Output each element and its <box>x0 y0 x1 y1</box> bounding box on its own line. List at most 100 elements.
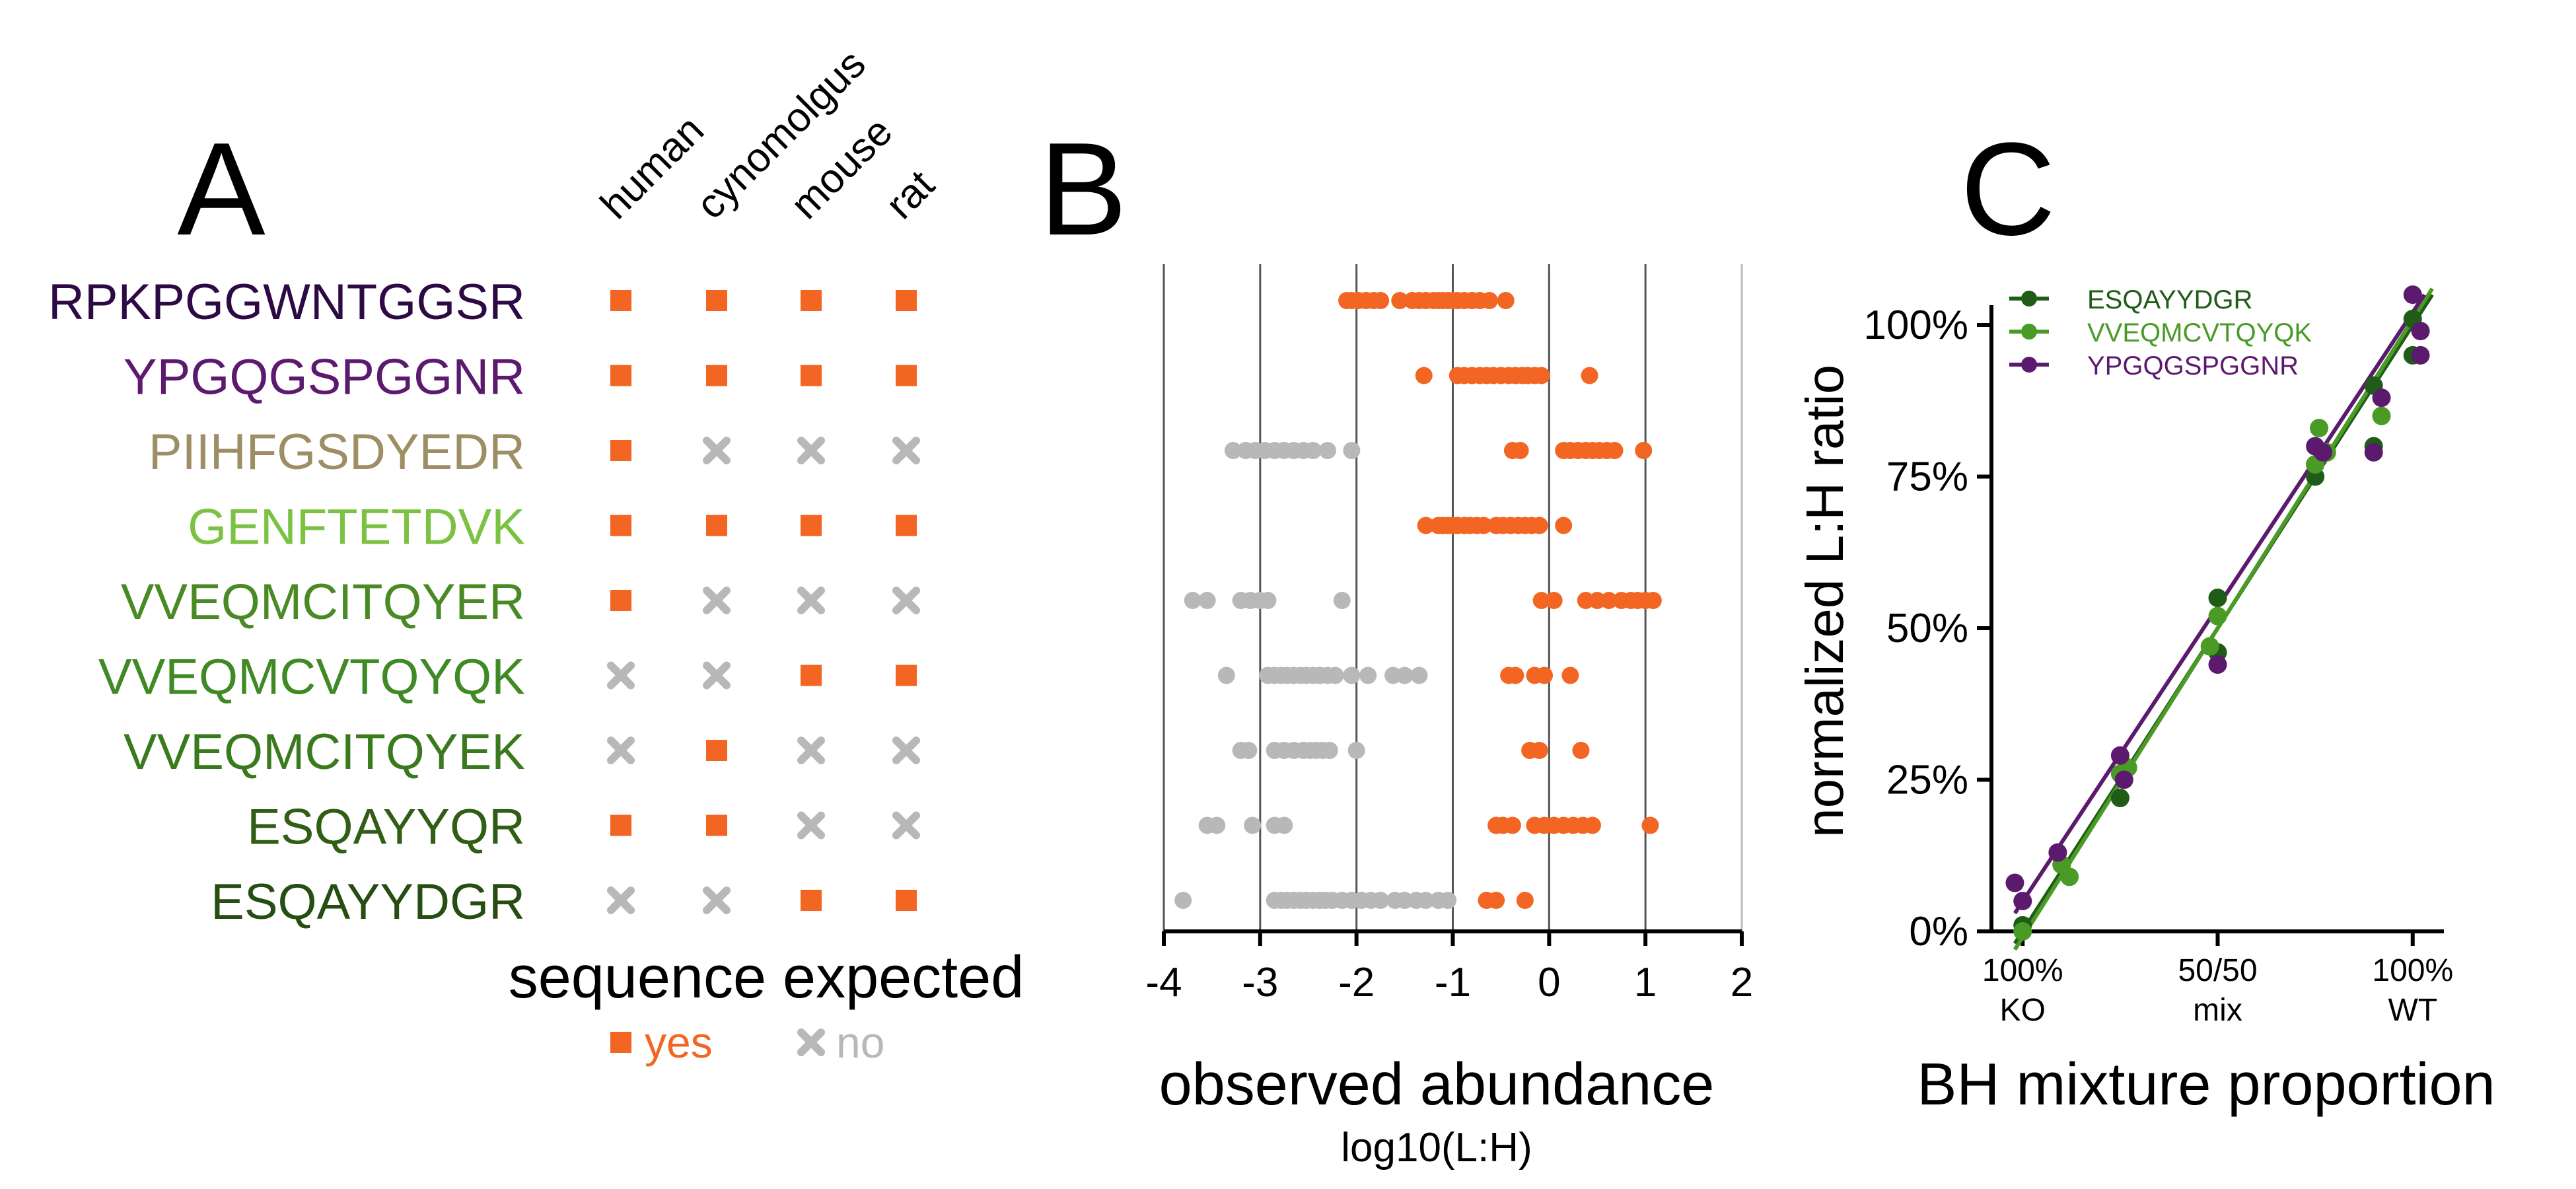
legend-marker-esqayydgr <box>2021 291 2037 306</box>
expected-no-marker-stroke-2 <box>607 737 635 764</box>
peptide-label: PIIHFGSDYEDR <box>149 424 525 480</box>
abundance-point-not-expected <box>1225 442 1242 459</box>
expected-no-marker-stroke-2 <box>797 737 825 764</box>
data-point-ypgqgspggnr <box>2013 892 2032 911</box>
abundance-point-not-expected <box>1244 816 1262 834</box>
data-point-vveqmcvtqyqk <box>2208 606 2227 626</box>
expected-yes-marker <box>610 590 631 611</box>
abundance-point-expected <box>1507 667 1524 684</box>
abundance-point-expected <box>1545 592 1563 609</box>
data-point-ypgqgspggnr <box>2313 443 2332 462</box>
abundance-point-expected <box>1532 367 1550 384</box>
legend-marker-ypgqgspggnr <box>2021 357 2037 373</box>
x-tick-label: 2 <box>1731 960 1753 1005</box>
expected-no-marker <box>797 437 825 464</box>
legend-marker-vveqmcvtqyqk <box>2021 324 2037 340</box>
abundance-point-expected <box>1536 667 1554 684</box>
abundance-point-expected <box>1475 517 1493 534</box>
expected-yes-marker <box>610 814 631 836</box>
peptide-label: VVEQMCITQYEK <box>124 724 525 780</box>
abundance-point-expected <box>1415 367 1433 384</box>
expected-no-marker-stroke-2 <box>797 437 825 464</box>
abundance-point-not-expected <box>1359 667 1377 684</box>
expected-no-marker-stroke-2 <box>703 437 731 464</box>
expected-no-marker <box>607 737 635 764</box>
abundance-point-expected <box>1503 816 1521 834</box>
peptide-label: ESQAYYQR <box>247 799 525 855</box>
abundance-point-not-expected <box>1208 816 1226 834</box>
x-tick-label: -2 <box>1338 960 1375 1005</box>
legend-no-marker-stroke-2 <box>797 1028 825 1056</box>
abundance-point-not-expected <box>1174 892 1192 909</box>
peptide-rows: RPKPGGWNTGGSR YPGQGSPGGNR PIIHFGSDYEDR GENF… <box>48 274 920 930</box>
data-point-ypgqgspggnr <box>2110 746 2129 765</box>
peptide-label: YPGQGSPGGNR <box>124 349 525 406</box>
expected-no-marker <box>797 737 825 764</box>
panel-c: C 0% 25% 50% 75% 100% 100% KO 50/50 mix 100% WT ES… <box>1795 116 2495 1118</box>
data-point-ypgqgspggnr <box>2403 285 2422 305</box>
peptide-label: VVEQMCVTQYQK <box>98 649 525 705</box>
data-point-ypgqgspggnr <box>2411 345 2430 365</box>
sequence-expected-legend: yes no <box>610 1018 884 1067</box>
panel-b-label: B <box>1039 116 1127 263</box>
panel-c-label: C <box>1960 116 2056 263</box>
expected-no-marker-stroke-2 <box>703 587 731 614</box>
expected-yes-marker <box>706 814 727 836</box>
expected-yes-marker <box>610 290 631 311</box>
data-point-ypgqgspggnr <box>2411 322 2430 341</box>
abundance-point-not-expected <box>1318 442 1336 459</box>
abundance-point-expected <box>1635 442 1653 459</box>
expected-no-marker-stroke-2 <box>797 587 825 614</box>
abundance-point-not-expected <box>1259 592 1277 609</box>
abundance-point-expected <box>1532 592 1550 609</box>
x-tick-label: 1 <box>1634 960 1657 1005</box>
expected-yes-marker <box>896 890 917 911</box>
data-point-ypgqgspggnr <box>2208 655 2227 674</box>
peptide-label: VVEQMCITQYER <box>121 574 525 630</box>
abundance-point-not-expected <box>1410 667 1428 684</box>
expected-yes-marker <box>896 365 917 386</box>
data-point-esqayydgr <box>2110 789 2129 808</box>
expected-yes-marker <box>801 365 822 386</box>
abundance-point-not-expected <box>1217 667 1235 684</box>
abundance-point-expected <box>1516 892 1534 909</box>
x-tick-label: 0 <box>1538 960 1560 1005</box>
panel-b: B -4 -3 -2 -1 0 1 2 observed abundance log10(L… <box>1039 116 1753 1171</box>
x-tick-label: -4 <box>1145 960 1182 1005</box>
data-point-ypgqgspggnr <box>2005 873 2024 892</box>
expected-yes-marker <box>896 290 917 311</box>
x-tick-label: 100% <box>2372 953 2453 988</box>
abundance-point-expected <box>1497 292 1515 309</box>
panel-c-points <box>2005 285 2430 941</box>
x-tick-sublabel: mix <box>2193 993 2242 1028</box>
abundance-point-expected <box>1641 816 1659 834</box>
panel-c-axes: 0% 25% 50% 75% 100% 100% KO 50/50 mix 100% WT <box>1863 303 2453 1028</box>
panel-b-x-axis-title: observed abundance <box>1159 1052 1715 1118</box>
expected-yes-marker <box>801 515 822 536</box>
expected-no-marker <box>892 811 920 840</box>
y-tick-label: 50% <box>1886 606 1968 651</box>
panel-c-legend: ESQAYYDGR VVEQMCVTQYQK YPGQGSPGGNR <box>2009 285 2312 380</box>
legend-label-ypgqgspggnr: YPGQGSPGGNR <box>2087 351 2299 380</box>
abundance-point-not-expected <box>1439 892 1457 909</box>
legend-yes-label: yes <box>645 1018 713 1067</box>
abundance-point-expected <box>1530 517 1548 534</box>
abundance-point-expected <box>1572 742 1590 759</box>
x-tick-label: 100% <box>1982 953 2063 988</box>
data-point-ypgqgspggnr <box>2114 770 2133 789</box>
x-tick-sublabel: KO <box>2000 993 2046 1028</box>
legend-label-vveqmcvtqyqk: VVEQMCVTQYQK <box>2087 318 2312 347</box>
expected-yes-marker <box>801 290 822 311</box>
data-point-vveqmcvtqyqk <box>2060 867 2079 886</box>
legend-title: sequence expected <box>509 945 1024 1011</box>
expected-yes-marker <box>610 515 631 536</box>
y-tick-label: 25% <box>1886 758 1968 803</box>
abundance-point-not-expected <box>1343 442 1361 459</box>
data-point-vveqmcvtqyqk <box>2013 922 2032 941</box>
abundance-point-not-expected <box>1320 742 1338 759</box>
abundance-point-expected <box>1372 292 1390 309</box>
expected-no-marker-stroke-2 <box>892 587 920 614</box>
expected-no-marker <box>607 661 635 690</box>
abundance-point-not-expected <box>1240 742 1258 759</box>
data-point-ypgqgspggnr <box>2372 388 2391 408</box>
